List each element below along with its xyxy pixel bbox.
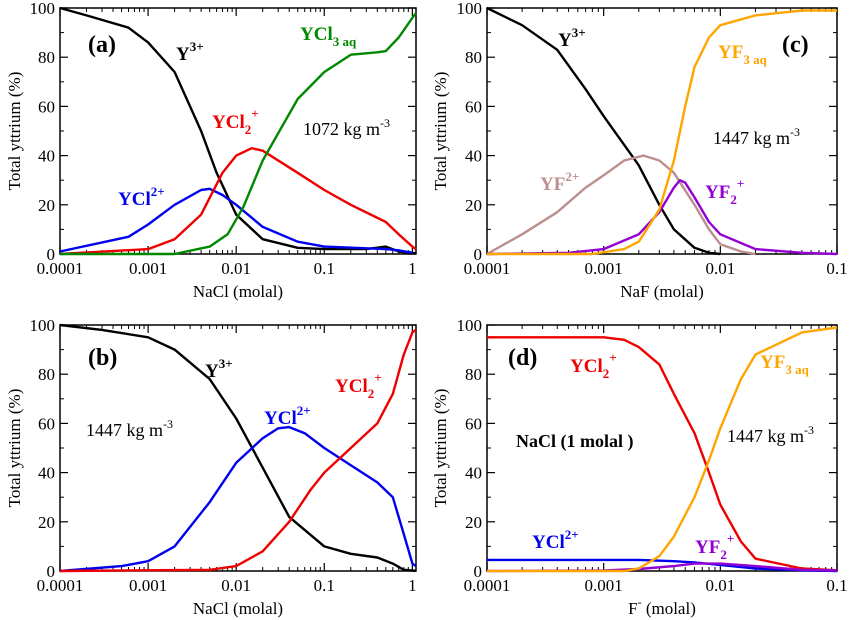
x-tick-label: 0.1 (826, 259, 847, 278)
chart-marks: 0.0001 0.001 0.01 0.1 0 20 40 60 80 100 (457, 0, 848, 278)
panel-label: (d) (508, 345, 537, 371)
x-tick-label: 0.0001 (464, 259, 511, 278)
x-tick-label: 0.001 (129, 576, 167, 595)
y-axis-label: Total yttrium (%) (431, 389, 450, 508)
panel-c: 0.0001 0.001 0.01 0.1 0 20 40 60 80 100 (c) NaF (… (431, 0, 848, 301)
condition-note: NaCl (1 molal ) (516, 431, 633, 452)
panel-label: (c) (782, 32, 809, 58)
density-annotation: 1447 kg m-3 (727, 423, 814, 446)
panel-label: (b) (88, 345, 117, 371)
series-label-yf2plus: YF2+ (540, 169, 579, 195)
x-tick-label: 0.001 (585, 259, 623, 278)
y-tick-label: 60 (465, 414, 482, 433)
y-tick-label: 80 (465, 48, 482, 67)
y-tick-label: 60 (465, 97, 482, 116)
x-tick-label: 1 (408, 576, 417, 595)
series-line-yf-3-aq (487, 9, 837, 256)
series-line-ycl-3-aq (60, 12, 417, 256)
series-line-ycl-2- (59, 328, 417, 573)
x-tick-label: 0.0001 (464, 576, 511, 595)
series-line-yf-3-aq (487, 326, 838, 573)
y-tick-label: 100 (457, 0, 483, 18)
series-label-y3plus: Y3+ (176, 39, 204, 65)
y-tick-label: 100 (457, 316, 483, 335)
x-axis-label: NaCl (molal) (193, 282, 283, 301)
series-label-ycl2-plus: YCl2+ (570, 350, 617, 381)
x-tick-label: 0.0001 (37, 259, 84, 278)
series-label-ycl2plus: YCl2+ (118, 184, 165, 210)
y-tick-label: 100 (30, 0, 56, 18)
x-tick-label: 0.0001 (37, 576, 84, 595)
series-line-y-3- (59, 323, 417, 572)
x-tick-label: 0.001 (585, 576, 623, 595)
series-line-yf-2- (486, 178, 838, 256)
panel-d: 0.0001 0.001 0.01 0.1 0 20 40 60 80 100 (d) F- (m… (431, 316, 848, 618)
x-axis-label: NaF (molal) (620, 282, 704, 301)
series-label-yf3aq: YF3 aq (718, 42, 768, 67)
y-tick-label: 20 (465, 196, 482, 215)
y-tick-label: 0 (474, 562, 483, 581)
series-label-yf3aq: YF3 aq (760, 352, 810, 377)
series-line-y-3- (486, 6, 721, 256)
chart-marks: 0.0001 0.001 0.01 0.1 0 20 40 60 80 100 (457, 316, 848, 595)
x-tick-label: 0.01 (221, 259, 251, 278)
y-tick-label: 80 (38, 48, 55, 67)
series-label-ycl2-plus: YCl2+ (335, 370, 382, 401)
panel-label: (a) (88, 32, 116, 58)
x-tick-label: 0.1 (314, 259, 335, 278)
y-tick-label: 0 (47, 245, 56, 264)
y-tick-label: 40 (465, 147, 482, 166)
density-annotation: 1072 kg m-3 (303, 116, 390, 139)
y-axis-label: Total yttrium (%) (5, 72, 24, 191)
series-label-yf2-plus: YF2+ (705, 176, 744, 207)
y-tick-label: 80 (38, 365, 55, 384)
panel-a: 0.0001 0.001 0.01 0.1 1 0 20 40 60 80 100 (a) NaCl… (5, 0, 417, 301)
y-tick-label: 20 (38, 196, 55, 215)
series-line-ycl-2- (487, 336, 838, 572)
x-tick-label: 0.001 (129, 259, 167, 278)
series-line-ycl-2- (59, 146, 417, 256)
series-label-ycl2-plus: YCl2+ (212, 106, 259, 137)
y-axis-label: Total yttrium (%) (5, 389, 24, 508)
series-label-ycl2plus: YCl2+ (532, 527, 579, 553)
y-tick-label: 60 (38, 414, 55, 433)
x-tick-label: 0.01 (705, 576, 735, 595)
y-tick-label: 40 (38, 147, 55, 166)
y-tick-label: 60 (38, 97, 55, 116)
chart-marks: 0.0001 0.001 0.01 0.1 1 0 20 40 60 80 100 (30, 0, 417, 278)
series-line-ycl-2- (59, 425, 417, 573)
x-axis-label: F- (molal) (628, 595, 696, 618)
series-line-ycl-2- (59, 187, 413, 254)
series-label-y3plus: Y3+ (205, 356, 233, 382)
series-label-ycl2plus: YCl2+ (264, 403, 311, 429)
y-tick-label: 0 (47, 562, 56, 581)
chart-marks: 0.0001 0.001 0.01 0.1 1 0 20 40 60 80 100 (30, 316, 417, 595)
y-tick-label: 100 (30, 316, 56, 335)
y-axis-label: Total yttrium (%) (431, 72, 450, 191)
y-tick-label: 40 (465, 464, 482, 483)
y-tick-label: 40 (38, 464, 55, 483)
x-tick-label: 0.01 (221, 576, 251, 595)
panel-b: 0.0001 0.001 0.01 0.1 1 0 20 40 60 80 100 (b) NaCl… (5, 316, 417, 618)
x-axis-label: NaCl (molal) (193, 599, 283, 618)
series-line-yf-2- (486, 154, 756, 256)
density-annotation: 1447 kg m-3 (86, 417, 173, 440)
x-tick-label: 0.1 (314, 576, 335, 595)
series-label-ycl3aq: YCl3 aq (300, 24, 357, 49)
x-tick-label: 0.01 (705, 259, 735, 278)
series-label-y3plus: Y3+ (558, 25, 586, 51)
y-tick-label: 20 (465, 513, 482, 532)
y-tick-label: 0 (474, 245, 483, 264)
y-tick-label: 20 (38, 513, 55, 532)
x-tick-label: 0.1 (826, 576, 847, 595)
density-annotation: 1447 kg m-3 (713, 125, 800, 148)
y-tick-label: 80 (465, 365, 482, 384)
series-label-yf2-plus: YF2+ (695, 531, 734, 562)
x-tick-label: 1 (408, 259, 417, 278)
